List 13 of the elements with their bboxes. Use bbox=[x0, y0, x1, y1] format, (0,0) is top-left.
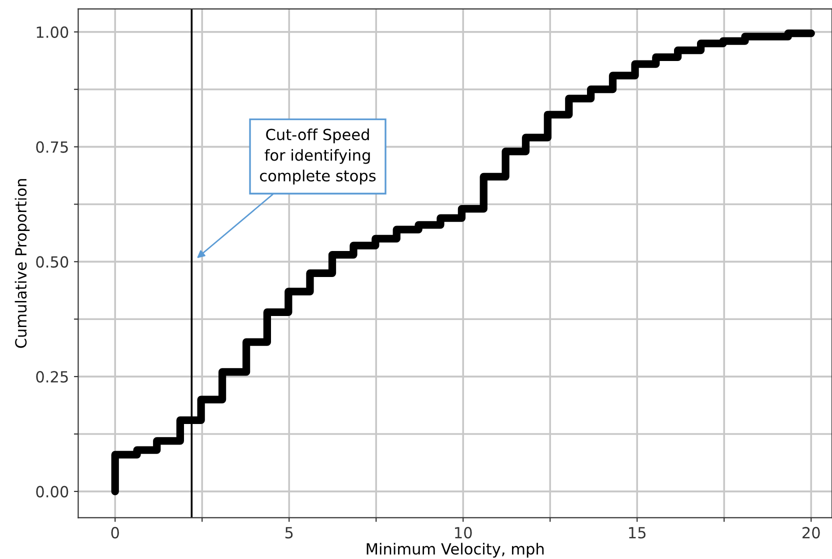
y-tick-label: 0.75 bbox=[36, 141, 68, 153]
y-tick-label: 0.25 bbox=[36, 371, 68, 383]
x-tick-label: 10 bbox=[455, 526, 472, 538]
y-axis-title: Cumulative Proportion bbox=[14, 179, 30, 348]
x-tick-label: 0 bbox=[111, 526, 119, 538]
annotation: Cut-off Speed for identifying complete stops bbox=[260, 128, 376, 184]
x-axis-title: Minimum Velocity, mph bbox=[366, 542, 544, 558]
y-tick-label: 1.00 bbox=[36, 26, 68, 38]
y-tick-label: 0.00 bbox=[36, 486, 68, 498]
y-tick-label: 0.50 bbox=[36, 256, 68, 268]
x-tick-label: 20 bbox=[802, 526, 820, 538]
x-tick-label: 15 bbox=[629, 527, 646, 538]
x-tick-label: 5 bbox=[285, 527, 293, 538]
